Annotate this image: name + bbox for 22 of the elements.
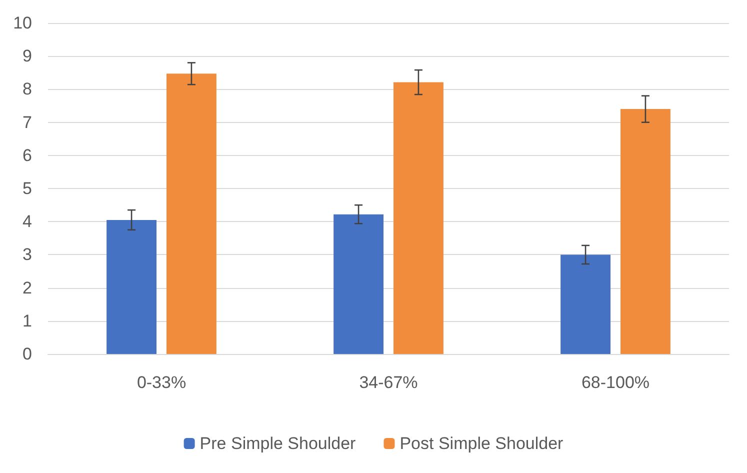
legend-label: Pre Simple Shoulder: [200, 434, 356, 453]
x-tick-label: 68-100%: [581, 373, 650, 392]
bar: [560, 254, 611, 354]
legend-label: Post Simple Shoulder: [400, 434, 564, 453]
y-tick-label: 1: [22, 311, 32, 330]
y-tick-label: 2: [22, 278, 32, 298]
y-tick-label: 4: [22, 212, 32, 232]
x-tick-label: 0-33%: [136, 373, 186, 392]
y-tick-label: 3: [22, 245, 32, 264]
bar: [393, 82, 444, 354]
y-tick-label: 5: [22, 179, 32, 198]
bar: [106, 220, 157, 354]
y-tick-label: 0: [22, 344, 32, 364]
bar: [620, 109, 670, 354]
y-tick-label: 6: [22, 146, 32, 165]
y-tick-label: 8: [22, 80, 32, 99]
bar: [334, 214, 384, 354]
y-tick-label: 9: [22, 46, 32, 66]
y-tick-label: 10: [13, 14, 32, 32]
x-tick-label: 34-67%: [359, 373, 418, 392]
bar: [166, 74, 216, 354]
y-tick-label: 7: [22, 112, 32, 132]
